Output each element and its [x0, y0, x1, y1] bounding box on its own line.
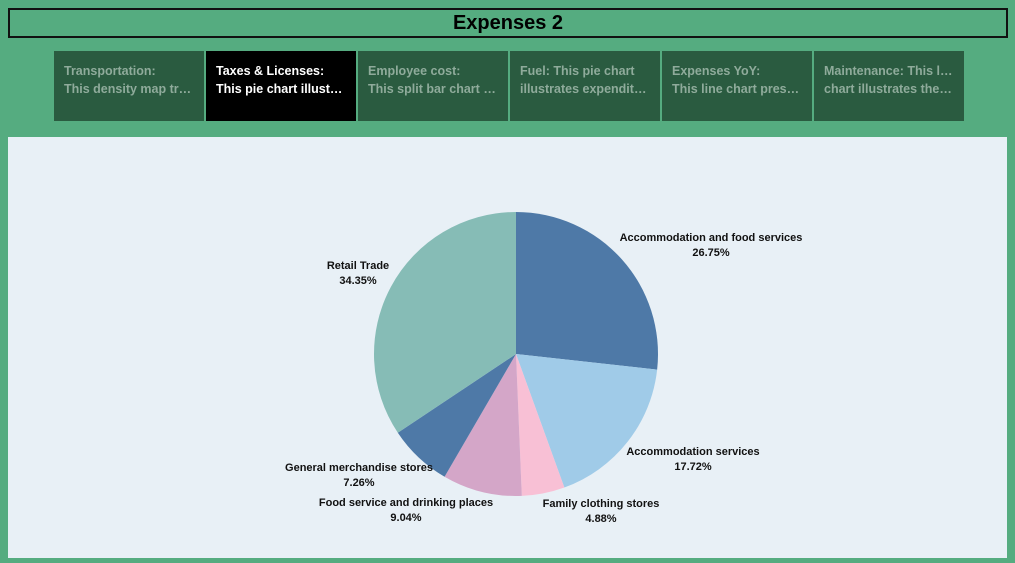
tab-description: This split bar chart pr.. — [368, 82, 498, 96]
slice-value-label: 26.75% — [692, 247, 730, 259]
pie-slice[interactable] — [516, 212, 658, 370]
tab-title: Expenses YoY: — [672, 64, 761, 78]
slice-label: Accommodation services — [626, 446, 759, 458]
tab-title: Employee cost: — [368, 64, 461, 78]
slice-value-label: 9.04% — [390, 512, 421, 524]
tab-description: This pie chart illustra.. — [216, 82, 346, 96]
tab-description: chart illustrates the e.. — [824, 82, 954, 96]
slice-value-label: 17.72% — [674, 461, 712, 473]
side-accent — [1007, 137, 1015, 145]
slice-label: Accommodation and food services — [620, 232, 803, 244]
slice-label: Family clothing stores — [543, 498, 660, 510]
pie-slice[interactable] — [516, 354, 565, 496]
pie-labels: Accommodation and food services 26.75% Acc… — [285, 232, 802, 525]
pie-slice[interactable] — [397, 354, 516, 477]
tab-employee-cost[interactable]: Employee cost: This split bar chart pr.. — [358, 51, 508, 121]
tab-title: Fuel: This pie chart — [520, 64, 635, 78]
chart-panel: Accommodation and food services 26.75% Acc… — [8, 137, 1007, 558]
story-tabs: Transportation: This density map tran.. … — [54, 51, 964, 121]
tab-title: Transportation: — [64, 64, 156, 78]
slice-value-label: 34.35% — [339, 275, 377, 287]
slice-label: General merchandise stores — [285, 462, 433, 474]
pie-slices — [373, 212, 658, 496]
tab-title: Taxes & Licenses: — [216, 64, 325, 78]
pie-chart: Accommodation and food services 26.75% Acc… — [285, 212, 802, 525]
tab-expenses-yoy[interactable]: Expenses YoY: This line chart presen.. — [662, 51, 812, 121]
slice-label: Retail Trade — [327, 260, 389, 272]
tab-title: Maintenance: This line — [824, 64, 954, 78]
slice-value-label: 4.88% — [585, 513, 616, 525]
pie-slice[interactable] — [444, 354, 522, 496]
tab-taxes-licenses[interactable]: Taxes & Licenses: This pie chart illustr… — [206, 51, 356, 121]
tab-fuel[interactable]: Fuel: This pie chart illustrates expendi… — [510, 51, 660, 121]
dashboard-title: Expenses 2 — [452, 11, 564, 34]
dashboard-title-bar: Expenses 2 — [8, 8, 1008, 38]
bottom-accent — [0, 558, 16, 563]
tab-description: This line chart presen.. — [672, 82, 802, 96]
slice-value-label: 7.26% — [343, 477, 374, 489]
pie-slice[interactable] — [516, 354, 658, 488]
slice-label: Food service and drinking places — [319, 497, 493, 509]
tab-maintenance[interactable]: Maintenance: This line chart illustrates… — [814, 51, 964, 121]
pie-slice[interactable] — [373, 212, 516, 433]
tab-description: This density map tran.. — [64, 82, 194, 96]
tab-transportation[interactable]: Transportation: This density map tran.. — [54, 51, 204, 121]
tab-description: illustrates expenditur.. — [520, 82, 650, 96]
